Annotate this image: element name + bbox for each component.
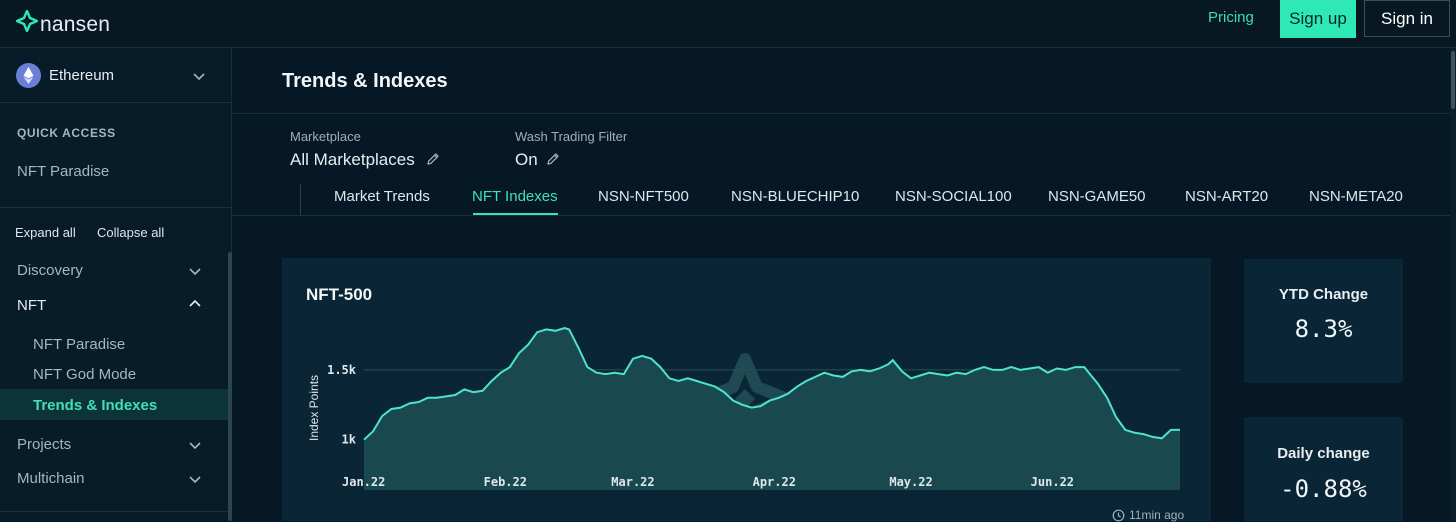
sidebar-item-nft[interactable]: NFT [17, 297, 47, 314]
sidebar-item-discovery[interactable]: Discovery [17, 262, 83, 279]
wash-trading-value[interactable]: On [515, 150, 538, 169]
ethereum-icon [16, 63, 41, 88]
chevron-down-icon[interactable] [189, 265, 201, 277]
x-tick-label: Jan.22 [342, 475, 385, 489]
page-title: Trends & Indexes [282, 70, 448, 92]
sidebar-divider [0, 207, 231, 208]
clock-icon [1112, 509, 1125, 521]
tabs-divider [232, 215, 1450, 216]
tab-separator [300, 184, 301, 216]
collapse-all-button[interactable]: Collapse all [97, 225, 165, 240]
tab-market-trends[interactable]: Market Trends [334, 188, 430, 205]
page-scroll-thumb[interactable] [1451, 51, 1455, 109]
chevron-down-icon[interactable] [189, 473, 201, 485]
nansen-logo[interactable]: nansen [16, 4, 110, 38]
sidebar-item-trends-indexes[interactable]: Trends & Indexes [33, 397, 158, 414]
tab-nsn-meta20[interactable]: NSN-META20 [1309, 188, 1403, 205]
page-scroll-track[interactable] [1450, 48, 1456, 521]
sign-in-button[interactable]: Sign in [1364, 0, 1450, 37]
x-tick-label: May.22 [889, 475, 932, 489]
quick-access-item-nft-paradise[interactable]: NFT Paradise [17, 163, 110, 180]
sidebar-item-nft-paradise[interactable]: NFT Paradise [33, 336, 126, 353]
chart-title: NFT-500 [306, 285, 373, 304]
y-tick-label: 1k [342, 433, 357, 447]
x-tick-label: Mar.22 [611, 475, 654, 489]
quick-access-title: QUICK ACCESS [17, 126, 116, 140]
pencil-icon[interactable] [546, 152, 560, 166]
daily-change-label: Daily change [1277, 445, 1370, 462]
sidebar-divider [0, 511, 231, 512]
ytd-change-value: 8.3% [1294, 315, 1353, 343]
y-tick-label: 1.5k [327, 363, 357, 377]
series-area [364, 328, 1180, 490]
ytd-change-card: YTD Change 8.3% [1244, 259, 1403, 383]
sidebar-scrollbar[interactable] [228, 252, 232, 521]
top-bar: nansen Pricing Sign up Sign in [0, 0, 1456, 48]
header-divider [232, 113, 1450, 114]
nansen-logo-icon [16, 10, 38, 32]
chevron-up-icon[interactable] [189, 298, 201, 310]
chevron-down-icon[interactable] [193, 70, 205, 82]
pencil-icon[interactable] [426, 152, 440, 166]
x-tick-label: Feb.22 [484, 475, 527, 489]
pricing-link[interactable]: Pricing [1208, 9, 1254, 26]
tab-nsn-game50[interactable]: NSN-GAME50 [1048, 188, 1146, 205]
tab-nsn-art20[interactable]: NSN-ART20 [1185, 188, 1269, 205]
tab-nsn-bluechip10[interactable]: NSN-BLUECHIP10 [731, 188, 860, 205]
chain-name: Ethereum [49, 67, 115, 84]
sidebar-item-projects[interactable]: Projects [17, 436, 72, 453]
x-tick-label: Jun.22 [1031, 475, 1074, 489]
wash-trading-label: Wash Trading Filter [515, 129, 628, 144]
tab-nsn-social100[interactable]: NSN-SOCIAL100 [895, 188, 1012, 205]
sidebar-item-multichain[interactable]: Multichain [17, 470, 85, 487]
x-tick-label: Apr.22 [753, 475, 796, 489]
sidebar: Ethereum QUICK ACCESS NFT Paradise Expan… [0, 48, 232, 521]
last-updated: 11min ago [1112, 508, 1184, 522]
chart-card: NFT-500 1k 1.5k Jan.22 Feb.22 Mar.22 Apr.22 M… [282, 258, 1211, 521]
daily-change-card: Daily change -0.88% [1244, 417, 1403, 521]
daily-change-value: -0.88% [1280, 475, 1367, 503]
ytd-change-label: YTD Change [1278, 286, 1369, 303]
series-line [363, 326, 1180, 441]
expand-all-button[interactable]: Expand all [15, 225, 76, 240]
marketplace-label: Marketplace [290, 129, 361, 144]
sidebar-item-nft-god-mode[interactable]: NFT God Mode [33, 366, 137, 383]
tab-nft-indexes[interactable]: NFT Indexes [472, 188, 558, 205]
sign-up-button[interactable]: Sign up [1280, 0, 1356, 38]
marketplace-value[interactable]: All Marketplaces [290, 150, 415, 169]
chain-selector[interactable]: Ethereum [0, 48, 231, 103]
logo-text: nansen [40, 13, 111, 36]
chevron-down-icon[interactable] [189, 439, 201, 451]
last-updated-text: 11min ago [1129, 508, 1185, 522]
index-area-chart[interactable]: 1k 1.5k Jan.22 Feb.22 Mar.22 Apr.22 May.22 Jun… [282, 258, 1211, 521]
tab-nsn-nft500[interactable]: NSN-NFT500 [598, 188, 689, 205]
active-tab-indicator [473, 213, 558, 215]
active-item-highlight [0, 389, 228, 420]
y-axis-label: Index Points [307, 375, 321, 441]
